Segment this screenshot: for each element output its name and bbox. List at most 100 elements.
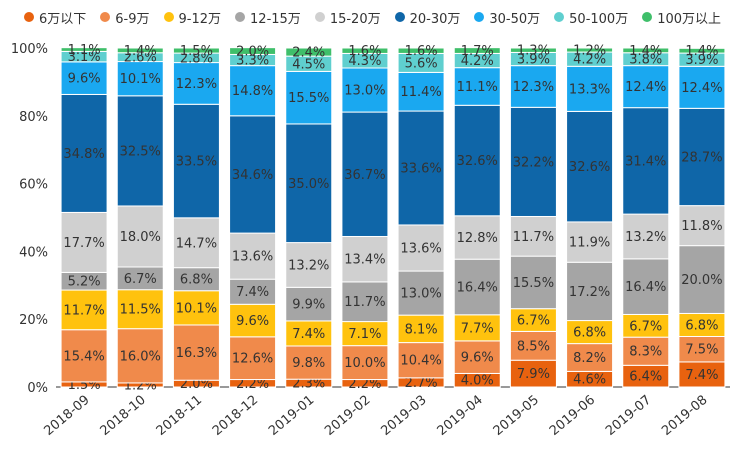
data-label: 17.7%: [63, 236, 104, 251]
bar-segment: [453, 104, 501, 217]
bar-segment: [622, 65, 670, 109]
legend-item-2[interactable]: 9-12万: [163, 8, 221, 27]
bar-segment: [678, 107, 726, 207]
data-label: 13.4%: [344, 253, 385, 268]
bar-segment: [678, 205, 726, 247]
data-label: 2.0%: [236, 45, 269, 60]
bar-segment: [60, 61, 108, 95]
data-label: 13.2%: [288, 258, 329, 273]
data-label: 32.6%: [457, 154, 498, 169]
data-label: 8.1%: [405, 322, 438, 337]
bar-segment: [172, 217, 220, 269]
data-label: 7.5%: [685, 343, 718, 358]
x-tick-label: 2019-08: [659, 393, 710, 439]
data-label: 3.9%: [685, 53, 718, 68]
legend-item-6[interactable]: 30-50万: [474, 8, 540, 27]
bar-segment: [116, 47, 164, 54]
bar-segment: [622, 107, 670, 215]
legend-item-4[interactable]: 15-20万: [314, 8, 381, 27]
data-label: 14.8%: [232, 84, 273, 99]
data-label: 6.8%: [685, 318, 718, 333]
x-tick-label: 2019-01: [266, 393, 317, 439]
bar-segment: [509, 47, 557, 53]
bar-segment: [397, 270, 445, 316]
data-label: 9.6%: [236, 314, 269, 329]
legend-item-7[interactable]: 50-100万: [554, 8, 628, 27]
bar-segment: [453, 340, 501, 374]
legend-item-1[interactable]: 6-9万: [100, 8, 150, 27]
data-label: 2.8%: [180, 51, 213, 66]
data-label: 10.4%: [400, 354, 441, 369]
data-label: 12.4%: [625, 80, 666, 95]
bar-segment: [229, 65, 277, 117]
data-label: 1.1%: [68, 43, 101, 58]
x-tick-label: 2019-07: [603, 393, 654, 439]
data-label: 32.5%: [120, 144, 161, 159]
data-label: 11.7%: [513, 230, 554, 245]
data-label: 8.3%: [629, 345, 662, 360]
data-label: 15.5%: [513, 276, 554, 291]
bar-segment: [341, 47, 389, 54]
legend-label: 6-9万: [115, 11, 150, 27]
bar-segment: [566, 261, 614, 322]
bar-segment: [172, 103, 220, 219]
bar-segment: [60, 329, 108, 383]
data-label: 3.8%: [629, 53, 662, 68]
legend-item-5[interactable]: 20-30万: [394, 8, 461, 27]
data-label: 34.8%: [63, 147, 104, 162]
data-label: 4.5%: [292, 57, 325, 72]
bar-segment: [341, 321, 389, 347]
data-label: 6.7%: [629, 319, 662, 334]
bar-segment: [397, 47, 445, 54]
bar-segment: [453, 47, 501, 54]
bar-segment: [509, 215, 557, 257]
data-label: 6.4%: [629, 370, 662, 385]
data-label: 1.4%: [685, 44, 718, 59]
data-label: 15.4%: [63, 349, 104, 364]
bar-segment: [229, 47, 277, 55]
data-label: 2.0%: [180, 377, 213, 392]
data-label: 4.6%: [573, 373, 606, 388]
data-label: 17.2%: [569, 285, 610, 300]
data-label: 1.7%: [461, 44, 494, 59]
data-label: 1.6%: [348, 44, 381, 59]
bar-segment: [453, 314, 501, 342]
legend-label: 50-100万: [569, 11, 629, 27]
bar-segment: [453, 215, 501, 260]
bar-segment: [285, 320, 333, 347]
bar-segment: [566, 47, 614, 53]
bar-stack: 1.2%16.0%11.5%6.7%18.0%32.5%10.1%2.6%1.4…: [116, 44, 164, 393]
data-label: 12.8%: [457, 231, 498, 246]
data-label: 8.2%: [573, 351, 606, 366]
bar-segment: [622, 47, 670, 54]
bar-segment: [229, 115, 277, 234]
data-label: 6.8%: [180, 273, 213, 288]
data-label: 2.7%: [405, 376, 438, 391]
legend-item-0[interactable]: 6万以下: [24, 8, 86, 27]
legend-item-3[interactable]: 12-15万: [235, 8, 301, 27]
bar-segment: [566, 110, 614, 223]
data-label: 2.4%: [292, 46, 325, 61]
bar-segment: [116, 95, 164, 207]
data-label: 11.7%: [344, 295, 385, 310]
y-tick-label: 20%: [19, 313, 48, 328]
data-label: 33.5%: [176, 155, 217, 170]
x-tick-label: 2019-03: [378, 393, 429, 439]
data-label: 11.5%: [120, 303, 161, 318]
data-label: 7.4%: [236, 285, 269, 300]
bar-stack: 2.7% 10.4% 8.1% 13.0% 13.6% 33.6% 11.4% 5.6%1.6…: [397, 44, 445, 391]
legend-swatch: [394, 12, 405, 22]
data-label: 33.6%: [400, 162, 441, 177]
bar-segment: [229, 303, 277, 338]
legend-item-8[interactable]: 100万以上: [642, 8, 721, 27]
data-label: 1.4%: [124, 44, 157, 59]
x-tick-label: 2019-06: [547, 393, 598, 439]
x-tick-label: 2018-09: [41, 393, 92, 439]
bar-segment: [397, 314, 445, 344]
data-label: 3.9%: [517, 53, 550, 68]
data-label: 7.1%: [348, 327, 381, 342]
bar-stack: 1.5%15.4%11.7%5.2%17.7%34.8%9.6%3.1%1.1%: [60, 43, 108, 393]
bar-segment: [397, 71, 445, 112]
legend-label: 20-30万: [409, 11, 461, 27]
data-label: 18.0%: [120, 230, 161, 245]
